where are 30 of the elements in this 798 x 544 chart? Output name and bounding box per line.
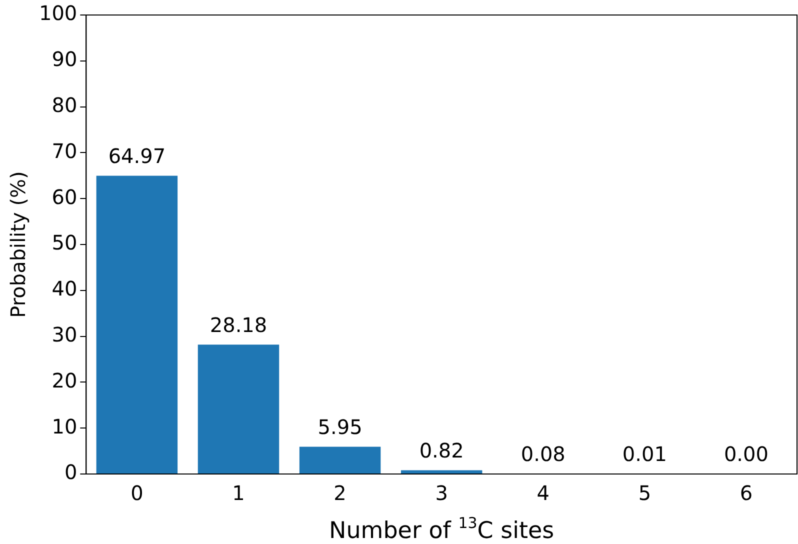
y-tick-label: 30 — [52, 322, 78, 347]
y-tick-label: 90 — [52, 47, 78, 72]
y-tick-label: 80 — [52, 93, 78, 118]
data-label: 0.08 — [520, 442, 566, 466]
y-tick-label: 50 — [52, 230, 78, 255]
y-tick-label: 0 — [64, 460, 78, 484]
y-tick-label: 40 — [52, 276, 78, 301]
x-tick-label: 5 — [638, 481, 652, 506]
x-tick-label: 2 — [334, 481, 346, 506]
data-label: 28.18 — [210, 312, 268, 337]
x-tick-label: 0 — [130, 481, 144, 506]
x-tick-label: 1 — [232, 481, 245, 506]
bar — [299, 446, 381, 474]
x-tick-label: 3 — [435, 481, 448, 506]
data-label: 5.95 — [318, 414, 362, 439]
bar — [198, 344, 280, 474]
data-label: 64.97 — [108, 144, 166, 168]
y-tick-label: 20 — [52, 368, 78, 392]
data-label: 0.01 — [622, 442, 667, 466]
data-label: 0.82 — [419, 438, 464, 462]
y-axis-title: Probability (%) — [6, 171, 30, 318]
y-tick-label: 60 — [52, 184, 78, 209]
bar — [96, 176, 178, 474]
y-tick-label: 70 — [52, 138, 78, 163]
x-tick-label: 6 — [740, 481, 753, 506]
bar — [400, 470, 482, 474]
data-label: 0.00 — [724, 442, 768, 466]
y-tick-label: 10 — [52, 414, 78, 438]
x-tick-label: 4 — [536, 481, 550, 506]
y-tick-label: 100 — [38, 1, 78, 26]
